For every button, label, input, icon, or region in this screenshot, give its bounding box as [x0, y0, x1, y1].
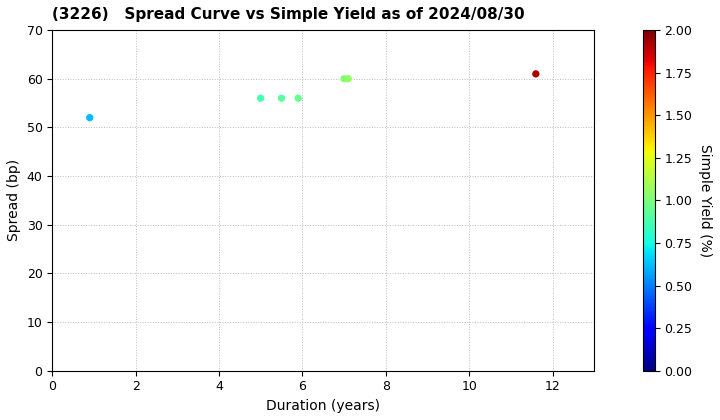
Point	[255, 95, 266, 102]
Y-axis label: Spread (bp): Spread (bp)	[7, 159, 21, 242]
Point	[84, 114, 96, 121]
X-axis label: Duration (years): Duration (years)	[266, 399, 380, 413]
Point	[343, 75, 354, 82]
Point	[276, 95, 287, 102]
Point	[530, 71, 541, 77]
Text: (3226)   Spread Curve vs Simple Yield as of 2024/08/30: (3226) Spread Curve vs Simple Yield as o…	[53, 7, 525, 22]
Point	[338, 75, 350, 82]
Point	[292, 95, 304, 102]
Y-axis label: Simple Yield (%): Simple Yield (%)	[698, 144, 712, 257]
